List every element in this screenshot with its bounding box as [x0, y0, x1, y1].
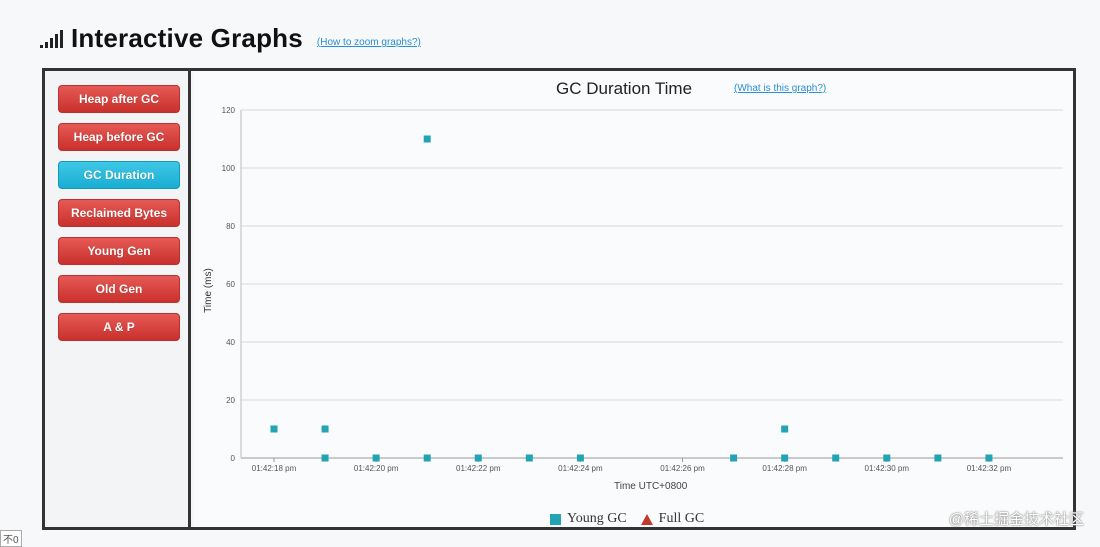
y-tick-label: 120	[222, 106, 236, 115]
young-gc-point	[321, 454, 329, 462]
x-axis-label: Time UTC+0800	[614, 481, 688, 492]
young-gc-point	[781, 454, 789, 462]
x-tick-label: 01:42:20 pm	[354, 464, 399, 473]
heap-before-gc-button[interactable]: Heap before GC	[58, 123, 180, 151]
y-tick-label: 40	[226, 338, 235, 347]
young-gc-point	[474, 454, 482, 462]
page-header: Interactive Graphs (How to zoom graphs?)	[40, 18, 421, 54]
x-tick-label: 01:42:24 pm	[558, 464, 603, 473]
x-tick-label: 01:42:22 pm	[456, 464, 501, 473]
y-tick-label: 100	[222, 164, 236, 173]
x-tick-label: 01:42:26 pm	[660, 464, 705, 473]
reclaimed-bytes-button[interactable]: Reclaimed Bytes	[58, 199, 180, 227]
y-tick-label: 60	[226, 280, 235, 289]
young-gc-point	[730, 454, 738, 462]
young-gc-point	[321, 425, 329, 433]
young-gc-point	[270, 425, 278, 433]
graphs-panel: Heap after GC Heap before GC GC Duration…	[42, 68, 1076, 530]
young-gen-button[interactable]: Young Gen	[58, 237, 180, 265]
chart-legend: Young GC Full GC	[550, 511, 704, 527]
y-tick-label: 20	[226, 396, 235, 405]
young-gc-legend-marker[interactable]	[550, 513, 561, 525]
corner-text: 不0	[0, 530, 22, 547]
page-title: Interactive Graphs	[71, 23, 303, 53]
chart-title: GC Duration Time	[556, 79, 693, 98]
young-gc-point	[423, 454, 431, 462]
signal-bars-icon	[40, 24, 63, 54]
heap-after-gc-button[interactable]: Heap after GC	[58, 85, 180, 113]
x-tick-label: 01:42:30 pm	[865, 464, 910, 473]
y-tick-label: 80	[226, 222, 235, 231]
young-gc-point	[423, 135, 431, 143]
a-and-p-button[interactable]: A & P	[58, 313, 180, 341]
watermark: @稀土掘金技术社区	[948, 511, 1084, 528]
old-gen-button[interactable]: Old Gen	[58, 275, 180, 303]
what-is-this-graph-link[interactable]: (What is this graph?)	[734, 83, 827, 94]
young-gc-point	[372, 454, 380, 462]
young-gc-point	[576, 454, 584, 462]
young-gc-legend-label[interactable]: Young GC	[567, 511, 627, 526]
gc-duration-button[interactable]: GC Duration	[58, 161, 180, 189]
gc-duration-graph[interactable]: GC Duration Time (What is this graph?) T…	[194, 71, 1073, 527]
young-gc-point	[985, 454, 993, 462]
full-gc-legend-label[interactable]: Full GC	[658, 511, 705, 526]
chart-plot-area: 0 20 40 60 80 100 120 01:42:18 pm 01:42:20 pm 01:…	[222, 106, 1063, 473]
young-gc-point	[934, 454, 942, 462]
x-tick-label: 01:42:28 pm	[762, 464, 807, 473]
young-gc-point	[883, 454, 891, 462]
x-tick-label: 01:42:18 pm	[252, 464, 297, 473]
y-tick-label: 0	[231, 454, 236, 463]
full-gc-legend-marker[interactable]	[640, 513, 653, 525]
how-to-zoom-link[interactable]: (How to zoom graphs?)	[316, 37, 421, 48]
young-gc-point	[525, 454, 533, 462]
young-gc-point	[781, 425, 789, 433]
x-tick-label: 01:42:32 pm	[967, 464, 1012, 473]
graph-selector-sidebar: Heap after GC Heap before GC GC Duration…	[45, 71, 191, 527]
young-gc-point	[832, 454, 840, 462]
